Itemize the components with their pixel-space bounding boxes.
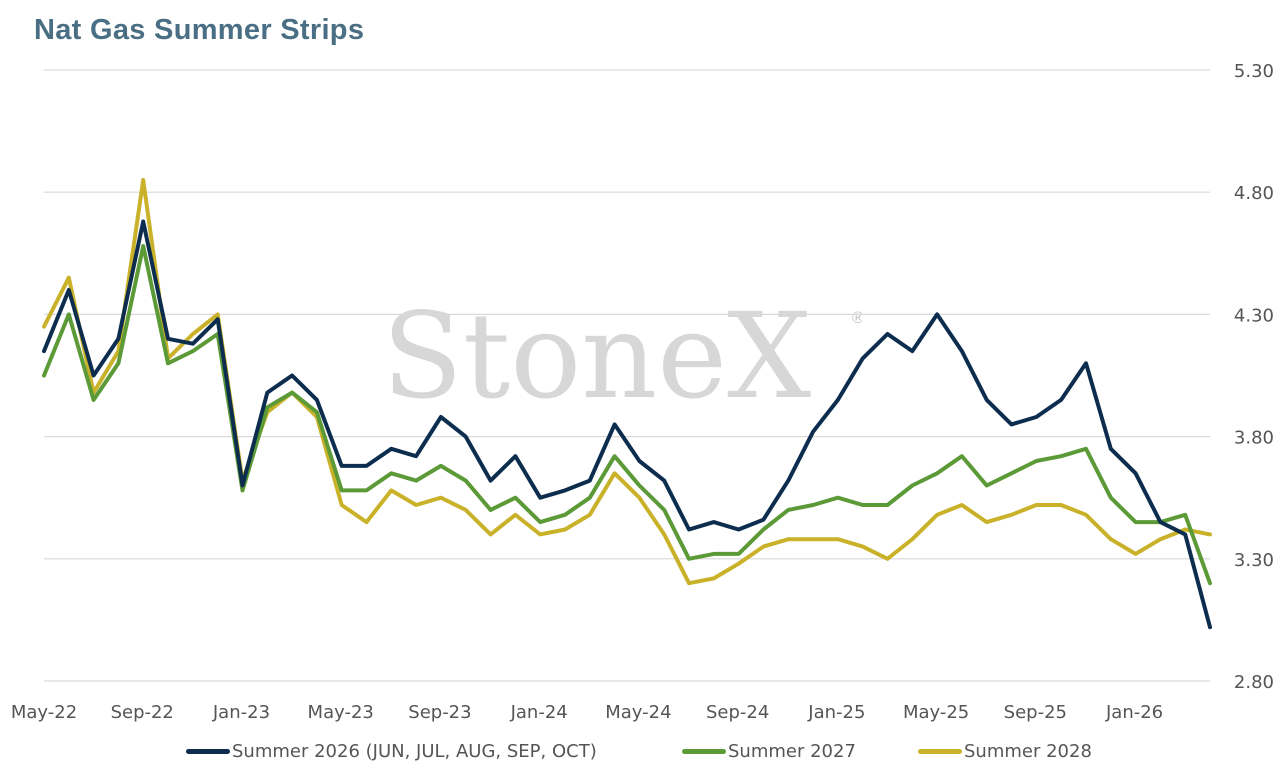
- legend-item-summer-2026: Summer 2026 (JUN, JUL, AUG, SEP, OCT): [186, 741, 597, 762]
- x-tick-label: Jan-25: [807, 702, 865, 723]
- series-summer-2028: [42, 178, 1212, 586]
- series-summer-2026: [42, 219, 1212, 630]
- x-tick-label: May-24: [605, 702, 671, 723]
- chart-title: Nat Gas Summer Strips: [34, 14, 365, 46]
- x-tick-label: Sep-24: [706, 702, 769, 723]
- legend-swatch-summer-2027: [682, 749, 726, 754]
- y-tick-label: 2.80: [1234, 672, 1274, 693]
- x-tick-label: May-25: [903, 702, 969, 723]
- y-tick-label: 4.30: [1234, 305, 1274, 326]
- x-tick-label: May-22: [11, 702, 77, 723]
- legend-swatch-summer-2026: [186, 749, 230, 754]
- y-tick-label: 3.30: [1234, 550, 1274, 571]
- legend-item-summer-2028: Summer 2028: [918, 741, 1092, 762]
- x-tick-label: Sep-25: [1004, 702, 1067, 723]
- legend-label-summer-2027: Summer 2027: [728, 741, 856, 762]
- x-tick-label: Sep-22: [111, 702, 174, 723]
- legend-swatch-summer-2028: [918, 749, 962, 754]
- x-tick-label: May-23: [308, 702, 374, 723]
- stonex-watermark: StoneX ®: [382, 285, 866, 425]
- watermark-text: StoneX: [382, 287, 811, 415]
- y-tick-label: 5.30: [1234, 61, 1274, 82]
- legend-label-summer-2028: Summer 2028: [964, 741, 1092, 762]
- legend-label-summer-2026: Summer 2026 (JUN, JUL, AUG, SEP, OCT): [232, 741, 597, 762]
- legend: Summer 2026 (JUN, JUL, AUG, SEP, OCT) Su…: [0, 741, 1286, 771]
- x-tick-label: Jan-26: [1105, 702, 1163, 723]
- y-tick-label: 3.80: [1234, 428, 1274, 449]
- y-tick-label: 4.80: [1234, 183, 1274, 204]
- x-tick-label: Sep-23: [408, 702, 471, 723]
- legend-item-summer-2027: Summer 2027: [682, 741, 856, 762]
- x-tick-label: Jan-23: [212, 702, 270, 723]
- x-tick-label: Jan-24: [510, 702, 568, 723]
- series-summer-2027: [42, 244, 1212, 586]
